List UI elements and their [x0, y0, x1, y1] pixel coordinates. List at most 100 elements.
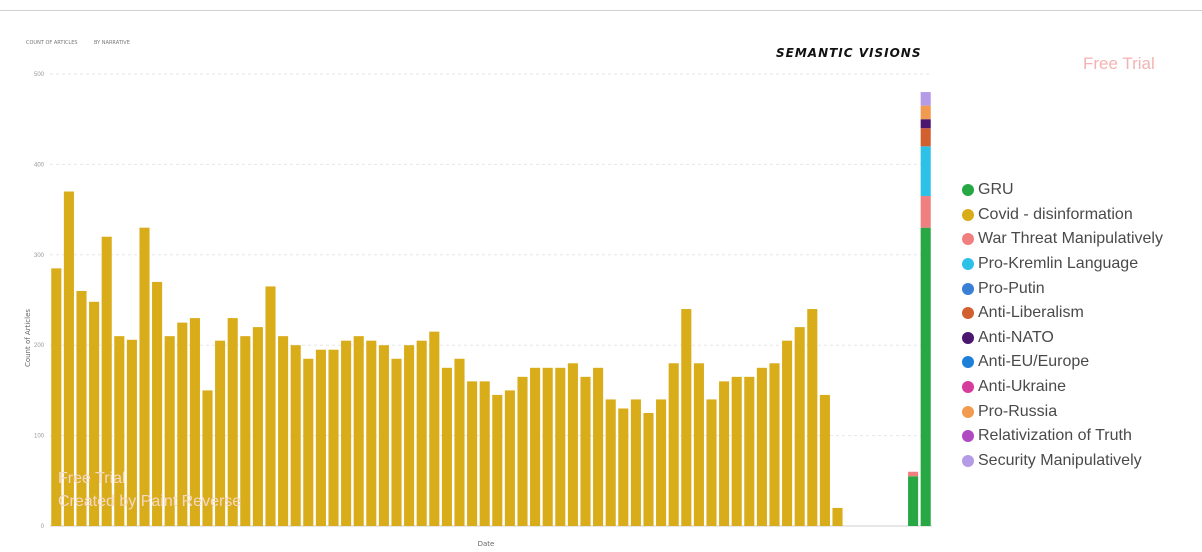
legend-item[interactable]: Anti-EU/Europe — [962, 350, 1163, 375]
bar-segment[interactable] — [202, 390, 213, 526]
bar-segment[interactable] — [416, 340, 427, 526]
bar-segment[interactable] — [492, 394, 503, 526]
bar-group[interactable] — [605, 399, 616, 526]
legend-item[interactable]: War Threat Manipulatively — [962, 227, 1163, 252]
bar-segment[interactable] — [920, 92, 931, 106]
bar-segment[interactable] — [51, 268, 62, 526]
bar-segment[interactable] — [567, 363, 578, 526]
bar-group[interactable] — [719, 381, 730, 526]
bar-group[interactable] — [441, 367, 452, 526]
bar-segment[interactable] — [643, 413, 654, 526]
bar-group[interactable] — [643, 413, 654, 526]
bar-group[interactable] — [215, 340, 226, 526]
bar-group[interactable] — [542, 367, 553, 526]
legend-item[interactable]: Pro-Kremlin Language — [962, 252, 1163, 277]
bar-segment[interactable] — [908, 471, 919, 477]
bar-group[interactable] — [756, 367, 767, 526]
bar-segment[interactable] — [353, 336, 364, 526]
bar-group[interactable] — [51, 268, 62, 526]
bar-segment[interactable] — [731, 376, 742, 526]
legend-item[interactable]: GRU — [962, 178, 1163, 203]
bar-segment[interactable] — [668, 363, 679, 526]
bar-group[interactable] — [114, 336, 125, 526]
bar-segment[interactable] — [126, 339, 137, 526]
bar-segment[interactable] — [89, 301, 100, 526]
bar-segment[interactable] — [782, 340, 793, 526]
bar-segment[interactable] — [76, 290, 87, 526]
bar-group[interactable] — [366, 340, 377, 526]
bar-group[interactable] — [404, 345, 415, 526]
bar-group[interactable] — [164, 336, 175, 526]
bar-group[interactable] — [530, 367, 541, 526]
bar-group[interactable] — [252, 327, 263, 526]
bar-segment[interactable] — [164, 336, 175, 526]
bar-segment[interactable] — [630, 399, 641, 526]
bar-group[interactable] — [794, 327, 805, 526]
bar-segment[interactable] — [744, 376, 755, 526]
bar-segment[interactable] — [114, 336, 125, 526]
bar-group[interactable] — [593, 367, 604, 526]
bar-group[interactable] — [744, 376, 755, 526]
bar-segment[interactable] — [681, 309, 692, 526]
bar-group[interactable] — [467, 381, 478, 526]
bar-group[interactable] — [416, 340, 427, 526]
bar-group[interactable] — [303, 358, 314, 526]
bar-group[interactable] — [681, 309, 692, 526]
bar-segment[interactable] — [303, 358, 314, 526]
bar-group[interactable] — [630, 399, 641, 526]
bar-segment[interactable] — [908, 476, 919, 526]
legend-item[interactable]: Anti-Ukraine — [962, 375, 1163, 400]
bar-segment[interactable] — [479, 381, 490, 526]
bar-segment[interactable] — [920, 128, 931, 147]
bar-segment[interactable] — [719, 381, 730, 526]
bar-segment[interactable] — [706, 399, 717, 526]
bar-group[interactable] — [265, 286, 276, 526]
bar-segment[interactable] — [920, 119, 931, 129]
bar-group[interactable] — [227, 318, 238, 526]
bar-group[interactable] — [782, 340, 793, 526]
bar-segment[interactable] — [530, 367, 541, 526]
legend-item[interactable]: Security Manipulatively — [962, 449, 1163, 474]
bar-group[interactable] — [567, 363, 578, 526]
bar-segment[interactable] — [580, 376, 591, 526]
bar-segment[interactable] — [807, 309, 818, 526]
bar-group[interactable] — [668, 363, 679, 526]
bar-segment[interactable] — [341, 340, 352, 526]
bar-segment[interactable] — [656, 399, 667, 526]
bar-group[interactable] — [89, 301, 100, 526]
bar-segment[interactable] — [391, 358, 402, 526]
bar-group[interactable] — [328, 349, 339, 526]
bar-segment[interactable] — [920, 196, 931, 228]
bar-segment[interactable] — [542, 367, 553, 526]
bar-segment[interactable] — [227, 318, 238, 526]
bar-segment[interactable] — [290, 345, 301, 526]
bar-group[interactable] — [908, 471, 919, 526]
bar-group[interactable] — [580, 376, 591, 526]
legend-item[interactable]: Covid - disinformation — [962, 203, 1163, 228]
bar-segment[interactable] — [101, 236, 112, 526]
bar-group[interactable] — [731, 376, 742, 526]
bar-segment[interactable] — [920, 227, 931, 526]
bar-segment[interactable] — [315, 349, 326, 526]
bar-segment[interactable] — [832, 507, 843, 526]
legend-item[interactable]: Anti-Liberalism — [962, 301, 1163, 326]
bar-group[interactable] — [76, 290, 87, 526]
bar-segment[interactable] — [454, 358, 465, 526]
bar-group[interactable] — [378, 345, 389, 526]
bar-group[interactable] — [429, 331, 440, 526]
bar-segment[interactable] — [177, 322, 188, 526]
bar-segment[interactable] — [252, 327, 263, 526]
bar-group[interactable] — [517, 376, 528, 526]
bar-group[interactable] — [769, 363, 780, 526]
bar-segment[interactable] — [819, 394, 830, 526]
bar-group[interactable] — [920, 92, 931, 526]
bar-group[interactable] — [693, 363, 704, 526]
bar-segment[interactable] — [920, 146, 931, 197]
bar-group[interactable] — [152, 281, 163, 526]
bar-segment[interactable] — [366, 340, 377, 526]
bar-group[interactable] — [492, 394, 503, 526]
bar-segment[interactable] — [240, 336, 251, 526]
bar-segment[interactable] — [517, 376, 528, 526]
legend-item[interactable]: Relativization of Truth — [962, 424, 1163, 449]
bar-segment[interactable] — [152, 281, 163, 526]
